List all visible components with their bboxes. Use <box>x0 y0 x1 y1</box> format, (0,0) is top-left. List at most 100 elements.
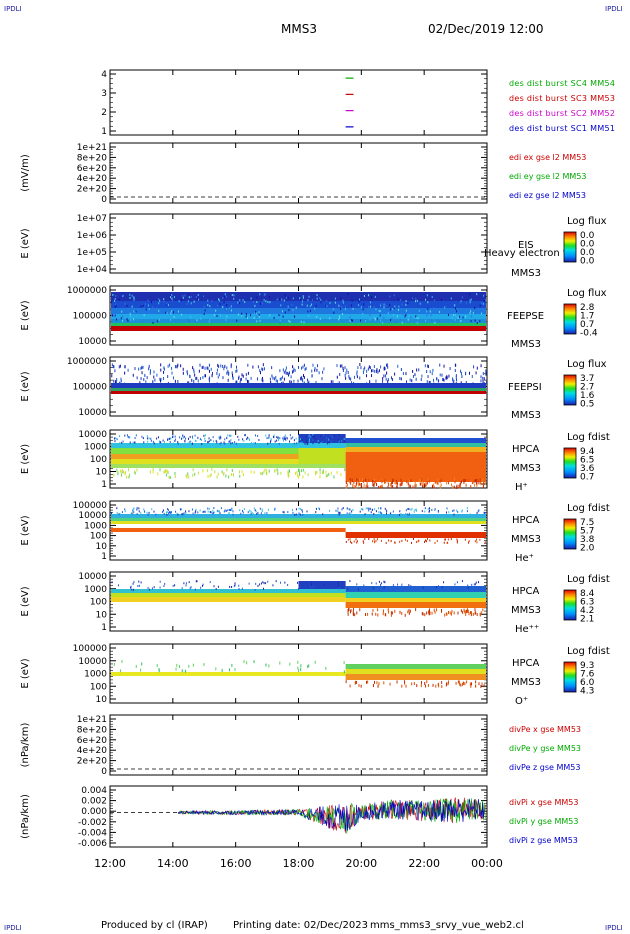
y-tick-label: 10 <box>96 542 108 552</box>
spectrogram-pixel <box>439 310 441 313</box>
spectrogram-pixel <box>338 434 340 437</box>
spectrogram-pixel <box>469 513 471 516</box>
spectrogram-pixel <box>387 608 389 612</box>
spectrogram-pixel <box>352 319 354 322</box>
spectrogram-pixel <box>118 513 120 516</box>
spectrogram-pixel <box>134 471 136 475</box>
spectrogram-pixel <box>238 438 240 441</box>
spectrogram-pixel <box>469 299 471 302</box>
spectrogram-pixel <box>364 538 366 541</box>
spectrogram-pixel <box>207 441 209 444</box>
spectrogram-pixel <box>368 478 370 482</box>
spectrogram-pixel <box>348 309 350 312</box>
spectrogram-pixel <box>261 302 263 305</box>
spectrogram-pixel <box>259 302 261 305</box>
spectrogram-pixel <box>438 586 440 589</box>
spectrogram-pixel <box>241 373 243 377</box>
spectrogram-pixel <box>374 318 376 321</box>
spectrogram-pixel <box>249 509 251 512</box>
spectrogram-pixel <box>177 363 179 367</box>
spectrogram-pixel <box>392 478 394 482</box>
spectrogram-pixel <box>316 368 318 372</box>
spectrogram-pixel <box>390 613 392 617</box>
spectrogram-pixel <box>248 582 250 585</box>
spectrogram-pixel <box>469 301 471 304</box>
spectrogram-pixel <box>348 508 350 511</box>
spectrogram-pixel <box>318 371 320 375</box>
legend-entry: des dist burst SC3 MM53 <box>509 94 615 103</box>
spectrogram-pixel <box>311 374 313 378</box>
spectrogram-pixel <box>426 370 428 374</box>
spectrogram-pixel <box>342 301 344 304</box>
spectrogram-pixel <box>376 368 378 372</box>
spectrogram-pixel <box>315 511 317 514</box>
spectrogram-pixel <box>367 612 369 616</box>
spectrogram-pixel <box>440 608 442 612</box>
spectrogram-pixel <box>156 320 158 323</box>
spectrogram-pixel <box>163 298 165 301</box>
spectrogram-pixel <box>400 480 402 484</box>
spectrogram-pixel <box>338 587 340 590</box>
spectrogram-band <box>111 589 346 593</box>
spectrogram-pixel <box>204 437 206 440</box>
spectrogram-pixel <box>238 375 240 379</box>
spectrogram-pixel <box>341 364 343 368</box>
spectrogram-pixel <box>188 510 190 513</box>
spectrogram-pixel <box>429 370 431 374</box>
spectrogram-pixel <box>183 582 185 585</box>
spectrogram-pixel <box>330 471 332 475</box>
spectrogram-pixel <box>351 478 353 482</box>
spectrogram-pixel <box>470 682 472 686</box>
spectrogram-pixel <box>133 296 135 299</box>
spectrogram-pixel <box>355 482 357 486</box>
spectrogram-pixel <box>350 319 352 322</box>
spectrogram-pixel <box>203 305 205 308</box>
spectrogram-pixel <box>362 370 364 374</box>
spectrogram-pixel <box>470 611 472 615</box>
spectrogram-pixel <box>247 511 249 514</box>
spectrogram-pixel <box>434 541 436 544</box>
spectrogram-pixel <box>278 314 280 317</box>
spectrogram-pixel <box>276 436 278 439</box>
spectrogram-pixel <box>358 300 360 303</box>
spectrogram-pixel <box>348 374 350 378</box>
spectrogram-pixel <box>238 470 240 474</box>
spectrogram-pixel <box>374 508 376 511</box>
spectrogram-pixel <box>330 440 332 443</box>
spectrogram-pixel <box>481 478 483 482</box>
spectrogram-pixel <box>396 481 398 485</box>
spectrogram-pixel <box>368 365 370 369</box>
spectrogram-pixel <box>228 508 230 511</box>
colorbar-tick-label: 0.7 <box>580 320 594 330</box>
y-tick-label: 1000000 <box>67 286 107 296</box>
spectrogram-pixel <box>421 510 423 513</box>
spectrogram-pixel <box>346 368 348 372</box>
spectrogram-pixel <box>302 295 304 298</box>
spectrogram-pixel <box>218 510 220 513</box>
spectrogram-pixel <box>354 485 356 489</box>
spectrogram-pixel <box>197 298 199 301</box>
spectrogram-pixel <box>396 680 398 684</box>
y-tick-label: 8e+20 <box>77 153 108 163</box>
spectrogram-pixel <box>376 538 378 541</box>
spectrogram-pixel <box>159 580 161 583</box>
spectrogram-pixel <box>309 305 311 308</box>
spectrogram-pixel <box>142 365 144 369</box>
spectrogram-pixel <box>416 684 418 688</box>
spectrogram-pixel <box>360 684 362 688</box>
spectrogram-pixel <box>478 509 480 512</box>
spectrogram-pixel <box>195 510 197 513</box>
spectrogram-pixel <box>360 366 362 370</box>
spectrogram-pixel <box>217 375 219 379</box>
spectrogram-pixel <box>333 475 335 479</box>
spectrogram-pixel <box>133 442 135 445</box>
colorbar <box>563 518 577 550</box>
spectrogram-pixel <box>284 294 286 297</box>
spectrogram-pixel <box>176 365 178 369</box>
spectrogram-pixel <box>153 442 155 445</box>
spectrogram-pixel <box>261 510 263 513</box>
y-tick-label: 0 <box>101 195 107 205</box>
spectrogram-pixel <box>174 365 176 369</box>
